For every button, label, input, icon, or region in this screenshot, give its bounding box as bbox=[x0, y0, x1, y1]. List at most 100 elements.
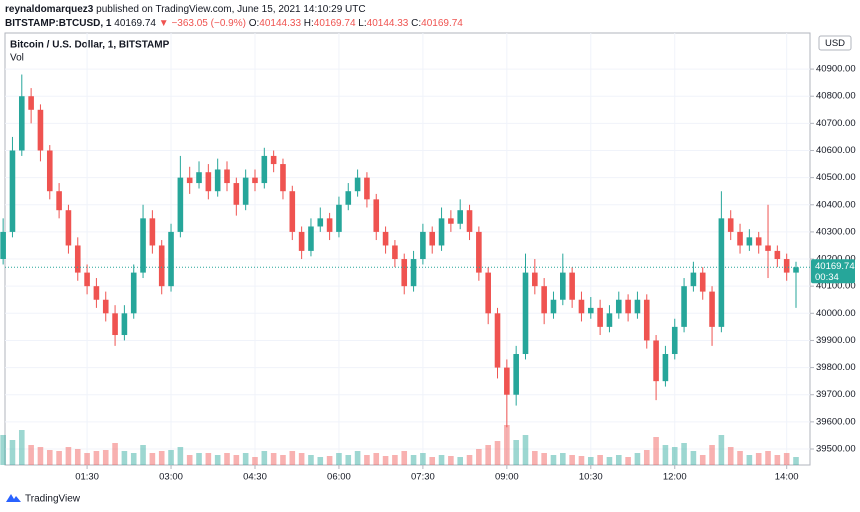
x-tick-label: 04:30 bbox=[243, 472, 267, 483]
candle-body bbox=[438, 218, 445, 246]
candle-body bbox=[177, 177, 184, 232]
candle-body bbox=[643, 299, 650, 341]
volume-bar bbox=[382, 456, 389, 465]
candle-body bbox=[765, 245, 771, 251]
x-tick-label: 10:30 bbox=[579, 472, 603, 483]
candle-body bbox=[149, 218, 156, 246]
y-tick-label: 39700.00 bbox=[816, 389, 856, 400]
candle-body bbox=[298, 231, 305, 251]
footer: TradingView bbox=[25, 494, 81, 505]
candle-body bbox=[354, 177, 361, 192]
x-tick-label: 14:00 bbox=[775, 472, 799, 483]
volume-bar bbox=[765, 451, 771, 465]
countdown: 00:34 bbox=[815, 272, 839, 283]
volume-bar bbox=[205, 453, 212, 465]
volume-bar bbox=[513, 440, 519, 465]
header-line: reynaldomarquez3 published on TradingVie… bbox=[5, 3, 463, 17]
volume-bar bbox=[466, 455, 473, 465]
volume-bar bbox=[457, 457, 464, 465]
volume-bar bbox=[671, 447, 678, 465]
candle-body bbox=[578, 299, 585, 314]
candle-body bbox=[513, 354, 519, 395]
candle-body bbox=[625, 299, 631, 314]
candle-body bbox=[671, 326, 678, 355]
candle-body bbox=[214, 169, 221, 192]
volume-bar bbox=[102, 450, 109, 465]
candle-body bbox=[522, 272, 529, 355]
candle-body bbox=[681, 286, 687, 327]
currency[interactable]: USD bbox=[825, 38, 845, 49]
volume-bar bbox=[793, 457, 799, 465]
volume-bar bbox=[597, 455, 603, 465]
candle-body bbox=[345, 191, 352, 205]
candle-body bbox=[550, 299, 557, 314]
volume-bar bbox=[9, 440, 16, 465]
candle-body bbox=[102, 299, 109, 314]
y-tick-label: 40500.00 bbox=[816, 172, 856, 183]
volume-bar bbox=[634, 453, 641, 465]
candle-body bbox=[541, 286, 547, 314]
candle-body bbox=[709, 291, 715, 327]
candle-body bbox=[727, 218, 734, 232]
volume-bar bbox=[429, 457, 436, 465]
y-tick-label: 40700.00 bbox=[816, 118, 856, 129]
volume-bar bbox=[699, 455, 706, 465]
plot-frame bbox=[4, 32, 811, 466]
candle-body bbox=[746, 237, 753, 246]
candle-body bbox=[56, 191, 62, 211]
volume-bar bbox=[93, 451, 100, 465]
chart-title: Bitcoin / U.S. Dollar, 1, BITSTAMP bbox=[10, 40, 170, 51]
volume-bar bbox=[130, 453, 137, 465]
x-tick-label: 06:00 bbox=[327, 472, 351, 483]
candle-body bbox=[112, 313, 118, 336]
x-tick-label: 03:00 bbox=[159, 472, 183, 483]
volume-bar bbox=[560, 453, 566, 465]
candle-body bbox=[690, 272, 697, 287]
candle-body bbox=[186, 177, 193, 184]
x-tick-label: 09:00 bbox=[495, 472, 519, 483]
currency-box[interactable] bbox=[818, 35, 852, 51]
volume-bar bbox=[420, 453, 426, 465]
volume-bar bbox=[112, 443, 118, 465]
volume-bar bbox=[606, 457, 613, 465]
volume-bar bbox=[485, 445, 491, 465]
y-tick-label: 40400.00 bbox=[816, 199, 856, 210]
volume-bar bbox=[410, 455, 417, 465]
volume-bar bbox=[755, 453, 762, 465]
published: published on TradingView.com, June 15, 2… bbox=[96, 4, 366, 15]
volume-bar bbox=[727, 447, 734, 465]
volume-bar bbox=[690, 451, 697, 465]
author: reynaldomarquez3 bbox=[5, 4, 94, 15]
volume-bar bbox=[504, 425, 510, 465]
candle-body bbox=[737, 231, 743, 246]
y-tick-label: 39600.00 bbox=[816, 416, 856, 427]
volume-bar bbox=[587, 457, 594, 465]
volume-bar bbox=[149, 453, 156, 465]
volume-bar bbox=[121, 451, 128, 465]
ohlc-value: 40144.33 bbox=[366, 18, 409, 29]
y-tick-label: 40600.00 bbox=[816, 145, 856, 156]
candle-body bbox=[224, 169, 230, 184]
volume-bar bbox=[261, 451, 268, 465]
chart-subtitle: Vol bbox=[10, 53, 24, 64]
candle-body bbox=[326, 218, 333, 232]
volume-bar bbox=[233, 455, 240, 465]
volume-bar bbox=[214, 455, 221, 465]
candle-body bbox=[74, 245, 81, 273]
candle-body bbox=[420, 231, 426, 260]
volume-bar bbox=[643, 450, 650, 465]
volume-bar bbox=[615, 455, 622, 465]
y-tick-label: 39500.00 bbox=[816, 444, 856, 455]
volume-bar bbox=[541, 453, 547, 465]
candle-body bbox=[448, 218, 454, 224]
volume-bar bbox=[186, 455, 193, 465]
candle-body bbox=[653, 340, 659, 382]
volume-bar bbox=[532, 451, 538, 465]
candle-body bbox=[158, 245, 165, 287]
ohlc-label: O: bbox=[248, 18, 260, 29]
volume-bar bbox=[336, 453, 342, 465]
volume-bar bbox=[158, 451, 165, 465]
volume-bar bbox=[298, 453, 305, 465]
